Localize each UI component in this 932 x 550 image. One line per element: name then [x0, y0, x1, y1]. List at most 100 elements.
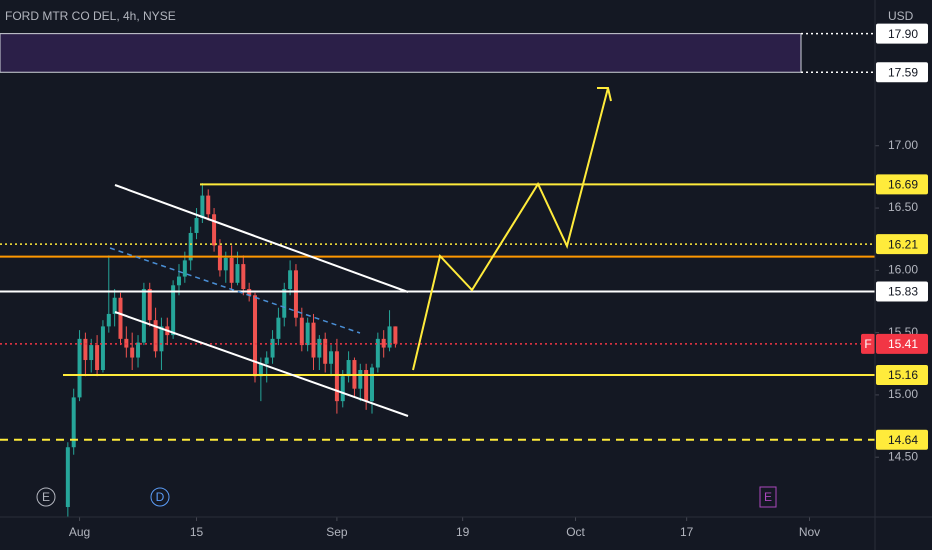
candle-body — [89, 345, 94, 361]
candle-body — [369, 367, 374, 402]
level-label-box — [876, 62, 928, 83]
level-label: 15.83 — [888, 285, 918, 299]
candle-body — [288, 270, 293, 290]
candle-body — [141, 289, 146, 343]
level-label: 15.16 — [888, 368, 918, 382]
candle-body — [65, 447, 70, 508]
candle-body — [323, 338, 328, 364]
candle-body — [200, 195, 205, 219]
candle-body — [264, 357, 269, 364]
x-tick-label: Oct — [566, 525, 585, 539]
candle-body — [299, 317, 304, 346]
trend-line — [114, 311, 409, 417]
candle-body — [305, 322, 310, 346]
candle-body — [83, 338, 88, 361]
candle-body — [340, 376, 345, 402]
candle-body — [317, 338, 322, 358]
candle-body — [100, 326, 105, 370]
candle-body — [147, 289, 152, 321]
candle-body — [176, 276, 181, 286]
zone — [0, 33, 802, 73]
candle-body — [118, 297, 123, 339]
candle-body — [270, 338, 275, 358]
symbol-label: F — [864, 337, 871, 351]
candle-body — [258, 363, 263, 377]
candle-body — [182, 260, 187, 277]
candle-body — [112, 297, 117, 314]
level-label-box — [876, 234, 928, 255]
candle-body — [95, 345, 100, 370]
y-tick-label: 15.00 — [888, 387, 918, 401]
level-label-box — [876, 364, 928, 385]
x-tick-label: 17 — [680, 525, 694, 539]
x-tick-label: 19 — [456, 525, 470, 539]
level-label: 14.64 — [888, 433, 918, 447]
candle-body — [375, 338, 380, 368]
event-marker — [36, 487, 56, 507]
level-label: 16.69 — [888, 178, 918, 192]
candle-body — [229, 257, 234, 283]
level-label: 16.21 — [888, 237, 918, 251]
candle-body — [334, 351, 339, 402]
candle-body — [346, 360, 351, 377]
level-label-box — [876, 333, 928, 354]
candle-body — [393, 326, 398, 344]
x-tick-label: Sep — [326, 525, 348, 539]
x-tick-label: Nov — [799, 525, 820, 539]
arrow-head — [597, 87, 612, 102]
candle-body — [159, 326, 164, 352]
level-label-box — [876, 429, 928, 450]
candle-body — [241, 264, 246, 290]
mid-line — [109, 247, 361, 334]
candle-body — [253, 295, 258, 377]
projection — [412, 87, 609, 371]
candle-body — [223, 257, 228, 271]
candle-body — [130, 347, 135, 358]
currency: USD — [888, 9, 914, 23]
candle-body — [194, 218, 199, 233]
event-marker — [759, 486, 777, 508]
y-tick-label: 16.50 — [888, 200, 918, 214]
y-tick-label: 17.00 — [888, 138, 918, 152]
events: E D E — [36, 486, 777, 508]
candle-body — [235, 264, 240, 283]
candle-body — [217, 245, 222, 271]
candle-body — [293, 270, 298, 318]
event-label: E — [764, 490, 772, 504]
candle-body — [381, 338, 386, 348]
level-label-box — [876, 281, 928, 302]
level-label: 17.59 — [888, 65, 918, 79]
candle-body — [153, 320, 158, 352]
level-label: 17.90 — [888, 27, 918, 41]
trend-line — [114, 184, 409, 293]
candle-body — [77, 338, 82, 398]
candle-body — [276, 317, 281, 339]
candle-body — [171, 285, 176, 336]
candle-body — [358, 369, 363, 389]
candle-body — [364, 369, 369, 402]
candle-body — [106, 313, 111, 327]
event-label: D — [156, 490, 165, 504]
candle-body — [311, 322, 316, 358]
candle-body — [387, 326, 392, 348]
event-label: E — [42, 490, 50, 504]
candle-body — [136, 342, 141, 358]
x-tick-label: Aug — [69, 525, 90, 539]
candle-body — [188, 232, 193, 261]
level-label-box — [876, 23, 928, 44]
x-tick-label: 15 — [190, 525, 204, 539]
symbol-box — [861, 333, 875, 354]
candle-body — [212, 214, 217, 246]
y-tick-label: 14.50 — [888, 449, 918, 463]
candle-body — [71, 397, 76, 448]
level-label-box — [876, 174, 928, 195]
candle-body — [282, 289, 287, 318]
candle-body — [206, 195, 211, 215]
chart-title: FORD MTR CO DEL, 4h, NYSE — [5, 9, 176, 23]
event-marker — [150, 487, 170, 507]
level-label: 15.41 — [888, 337, 918, 351]
y-tick-label: 16.00 — [888, 263, 918, 277]
candle-body — [329, 351, 334, 364]
